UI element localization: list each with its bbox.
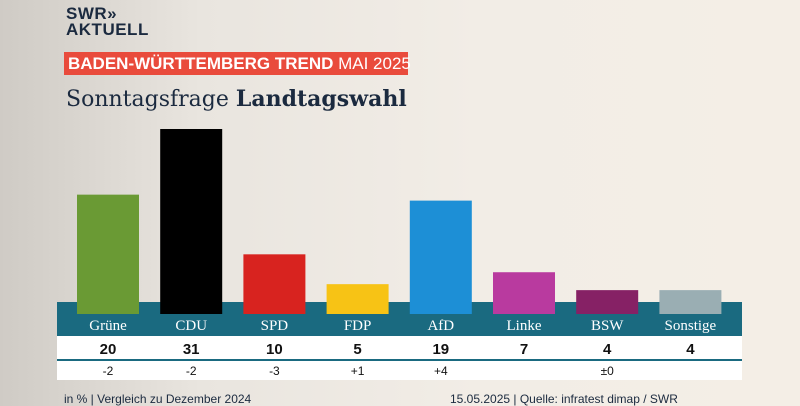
title-bold: Landtagswahl [235,86,407,112]
category-label: SPD [261,318,289,334]
value-label: 19 [432,341,449,358]
title-normal: Sonntagsfrage [66,87,229,112]
category-label: AfD [427,318,454,334]
logo-line1: SWR» [66,4,118,23]
category-label: BSW [591,318,624,334]
bar-3 [326,284,389,314]
change-label: +4 [434,364,448,378]
change-label: -2 [103,364,114,378]
bar-6 [576,290,639,314]
value-label: 10 [266,341,283,358]
bar-0 [77,194,139,314]
category-label: Grüne [89,318,127,334]
change-label: -3 [269,364,280,378]
logo-line2: AKTUELL [66,20,149,39]
footer-left: in % | Vergleich zu Dezember 2024 [64,392,252,406]
value-label: 4 [686,341,695,358]
category-label: FDP [344,318,372,334]
change-label: ±0 [601,364,615,378]
value-label: 20 [100,341,117,358]
bar-5 [493,272,555,314]
category-label: CDU [175,318,207,334]
value-label: 4 [603,341,612,358]
swr-aktuell-logo: SWR» AKTUELL [66,4,149,39]
chart-title: Sonntagsfrage Landtagswahl [66,86,407,112]
value-band [57,336,742,380]
bar-4 [409,200,472,314]
value-label: 5 [353,341,361,358]
banner: BADEN-WÜRTTEMBERG TREND MAI 2025 [64,52,411,75]
bar-2 [243,254,306,314]
category-label: Linke [507,318,542,334]
value-label: 7 [520,341,528,358]
banner-bold: BADEN-WÜRTTEMBERG TREND [68,54,334,73]
value-label: 31 [183,341,200,358]
category-label: Sonstige [665,318,717,334]
bar-7 [659,290,722,314]
bar-1 [160,129,223,314]
value-divider [57,359,742,361]
banner-date: MAI 2025 [338,54,411,73]
change-label: +1 [351,364,365,378]
label-band [57,302,742,336]
footer-right: 15.05.2025 | Quelle: infratest dimap / S… [450,392,678,406]
change-label: -2 [186,364,197,378]
